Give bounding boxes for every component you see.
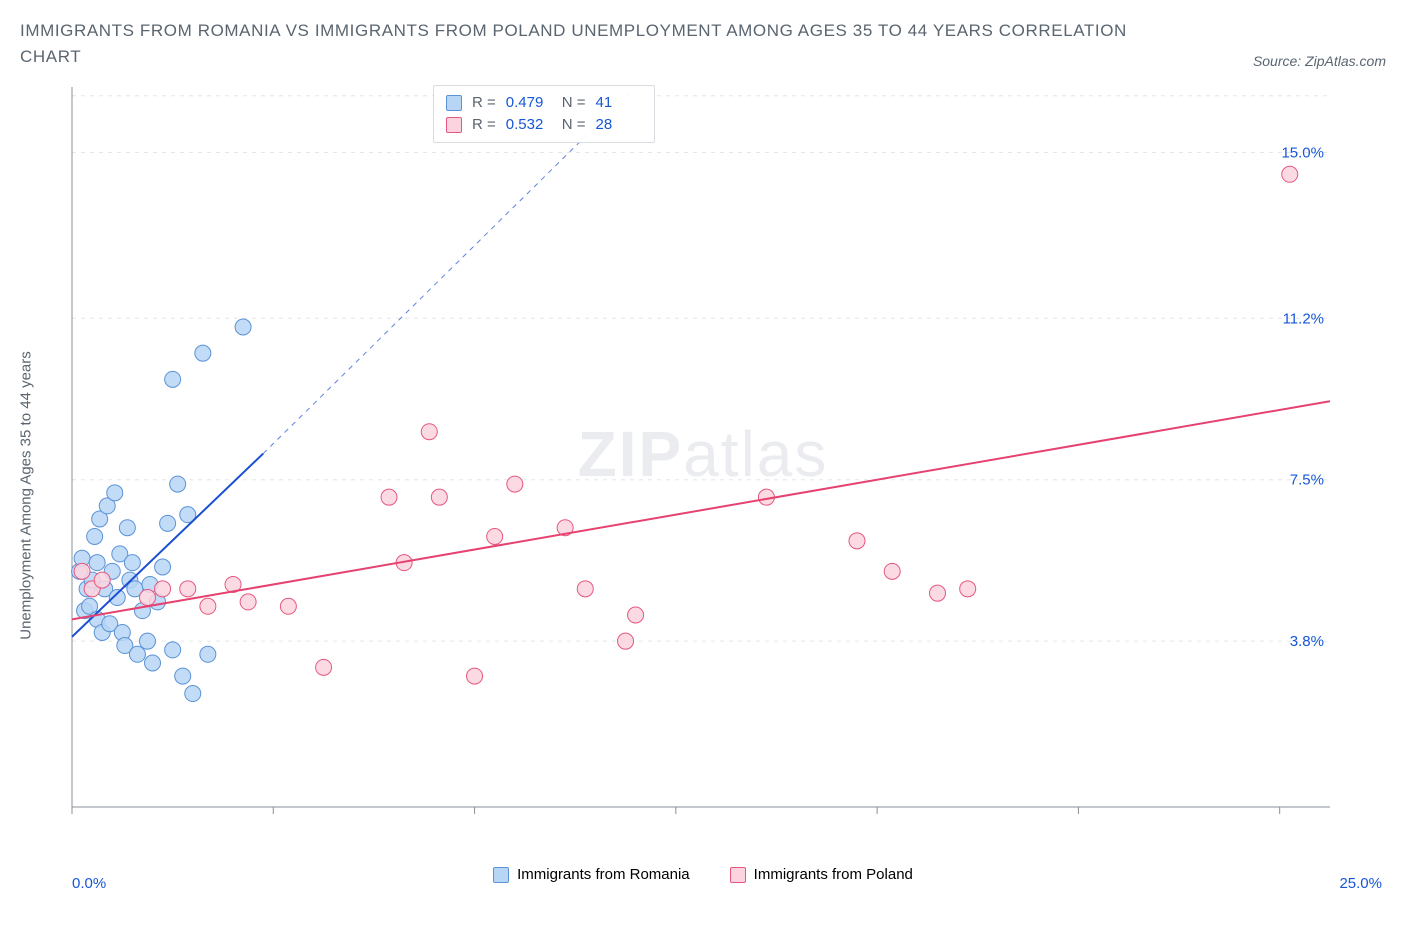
r-value-poland: 0.532	[506, 114, 552, 136]
stats-row-romania: R = 0.479 N = 41	[446, 92, 642, 114]
stats-row-poland: R = 0.532 N = 28	[446, 114, 642, 136]
svg-text:15.0%: 15.0%	[1281, 144, 1324, 161]
y-axis-label: Unemployment Among Ages 35 to 44 years	[18, 351, 35, 640]
swatch-poland	[446, 117, 462, 133]
scatter-chart: 3.8% 7.5% 11.2% 15.0%	[20, 77, 1330, 857]
n-value-poland: 28	[596, 114, 642, 136]
n-value-romania: 41	[596, 92, 642, 114]
svg-text:7.5%: 7.5%	[1290, 472, 1324, 489]
chart-area: Unemployment Among Ages 35 to 44 years Z…	[20, 77, 1386, 897]
r-value-romania: 0.479	[506, 92, 552, 114]
svg-text:3.8%: 3.8%	[1290, 633, 1324, 650]
correlation-stats-box: R = 0.479 N = 41 R = 0.532 N = 28	[433, 85, 655, 143]
swatch-romania	[446, 95, 462, 111]
chart-source: Source: ZipAtlas.com	[1253, 53, 1386, 69]
svg-text:11.2%: 11.2%	[1283, 310, 1324, 327]
chart-title: IMMIGRANTS FROM ROMANIA VS IMMIGRANTS FR…	[20, 18, 1140, 69]
